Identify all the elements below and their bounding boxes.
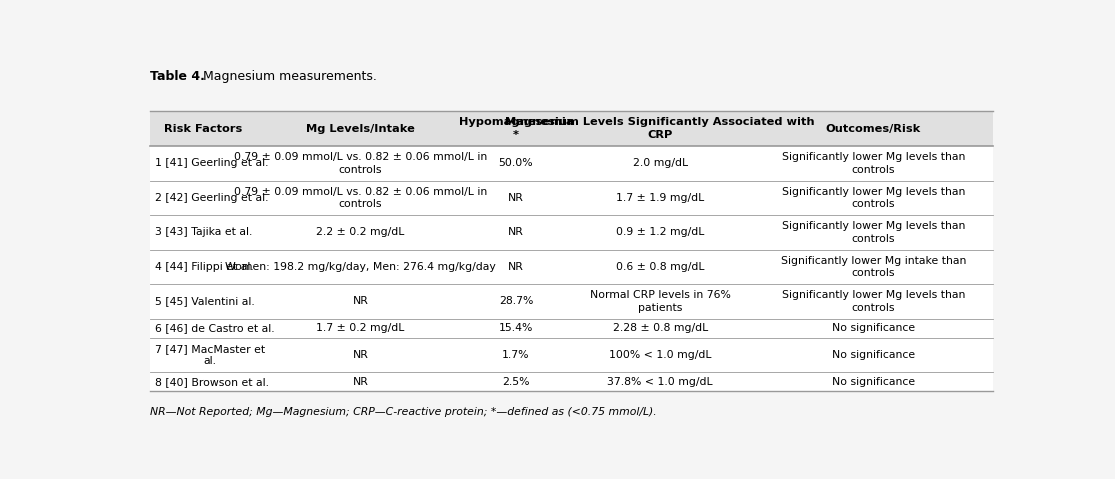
Bar bbox=[149, 111, 993, 384]
Text: 1.7%: 1.7% bbox=[502, 350, 530, 360]
Text: 4 [44] Filippi et al.: 4 [44] Filippi et al. bbox=[155, 262, 254, 272]
Bar bbox=[149, 215, 993, 250]
Text: Table 4.: Table 4. bbox=[149, 70, 205, 83]
Text: Women: 198.2 mg/kg/day, Men: 276.4 mg/kg/day: Women: 198.2 mg/kg/day, Men: 276.4 mg/kg… bbox=[225, 262, 496, 272]
Bar bbox=[149, 372, 993, 391]
Text: NR: NR bbox=[352, 297, 369, 307]
Bar bbox=[149, 181, 993, 215]
Text: 1 [41] Geerling et al.: 1 [41] Geerling et al. bbox=[155, 159, 269, 169]
Text: 50.0%: 50.0% bbox=[498, 159, 533, 169]
Text: 2.28 ± 0.8 mg/dL: 2.28 ± 0.8 mg/dL bbox=[612, 323, 708, 333]
Text: 8 [40] Browson et al.: 8 [40] Browson et al. bbox=[155, 376, 269, 387]
Text: 2 [42] Geerling et al.: 2 [42] Geerling et al. bbox=[155, 193, 269, 203]
Text: 37.8% < 1.0 mg/dL: 37.8% < 1.0 mg/dL bbox=[608, 376, 712, 387]
Bar bbox=[149, 319, 993, 338]
Text: Mg Levels/Intake: Mg Levels/Intake bbox=[307, 124, 415, 134]
Text: 7 [47] MacMaster et
al.: 7 [47] MacMaster et al. bbox=[155, 344, 265, 366]
Text: 0.79 ± 0.09 mmol/L vs. 0.82 ± 0.06 mmol/L in
controls: 0.79 ± 0.09 mmol/L vs. 0.82 ± 0.06 mmol/… bbox=[234, 187, 487, 209]
Text: Outcomes/Risk: Outcomes/Risk bbox=[825, 124, 921, 134]
Text: 0.6 ± 0.8 mg/dL: 0.6 ± 0.8 mg/dL bbox=[615, 262, 705, 272]
Text: Significantly lower Mg levels than
controls: Significantly lower Mg levels than contr… bbox=[782, 221, 964, 244]
Text: 3 [43] Tajika et al.: 3 [43] Tajika et al. bbox=[155, 228, 252, 238]
Text: 2.2 ± 0.2 mg/dL: 2.2 ± 0.2 mg/dL bbox=[317, 228, 405, 238]
Bar bbox=[149, 146, 993, 181]
Text: NR: NR bbox=[352, 376, 369, 387]
Text: Hypomagnesemia
*: Hypomagnesemia * bbox=[458, 117, 573, 140]
Text: NR—Not Reported; Mg—Magnesium; CRP—C-reactive protein; *—defined as (<0.75 mmol/: NR—Not Reported; Mg—Magnesium; CRP—C-rea… bbox=[149, 407, 657, 417]
Text: Significantly lower Mg intake than
controls: Significantly lower Mg intake than contr… bbox=[780, 256, 966, 278]
Bar bbox=[149, 338, 993, 372]
Text: 2.5%: 2.5% bbox=[502, 376, 530, 387]
Text: 100% < 1.0 mg/dL: 100% < 1.0 mg/dL bbox=[609, 350, 711, 360]
Bar bbox=[149, 284, 993, 319]
Text: NR: NR bbox=[508, 193, 524, 203]
Bar bbox=[149, 250, 993, 284]
Text: NR: NR bbox=[508, 228, 524, 238]
Text: No significance: No significance bbox=[832, 323, 914, 333]
Text: NR: NR bbox=[508, 262, 524, 272]
Text: Magnesium measurements.: Magnesium measurements. bbox=[198, 70, 377, 83]
Text: 15.4%: 15.4% bbox=[498, 323, 533, 333]
Text: 6 [46] de Castro et al.: 6 [46] de Castro et al. bbox=[155, 323, 274, 333]
Text: No significance: No significance bbox=[832, 376, 914, 387]
Text: 1.7 ± 0.2 mg/dL: 1.7 ± 0.2 mg/dL bbox=[317, 323, 405, 333]
Text: 28.7%: 28.7% bbox=[498, 297, 533, 307]
Text: Risk Factors: Risk Factors bbox=[164, 124, 242, 134]
Text: 5 [45] Valentini al.: 5 [45] Valentini al. bbox=[155, 297, 254, 307]
Text: Significantly lower Mg levels than
controls: Significantly lower Mg levels than contr… bbox=[782, 187, 964, 209]
Text: NR: NR bbox=[352, 350, 369, 360]
Text: 2.0 mg/dL: 2.0 mg/dL bbox=[632, 159, 688, 169]
Text: Significantly lower Mg levels than
controls: Significantly lower Mg levels than contr… bbox=[782, 290, 964, 313]
Text: Magnesium Levels Significantly Associated with
CRP: Magnesium Levels Significantly Associate… bbox=[505, 117, 815, 140]
Text: Significantly lower Mg levels than
controls: Significantly lower Mg levels than contr… bbox=[782, 152, 964, 175]
Text: 0.9 ± 1.2 mg/dL: 0.9 ± 1.2 mg/dL bbox=[615, 228, 705, 238]
Bar bbox=[149, 111, 993, 146]
Text: Normal CRP levels in 76%
patients: Normal CRP levels in 76% patients bbox=[590, 290, 730, 313]
Text: 1.7 ± 1.9 mg/dL: 1.7 ± 1.9 mg/dL bbox=[617, 193, 705, 203]
Text: 0.79 ± 0.09 mmol/L vs. 0.82 ± 0.06 mmol/L in
controls: 0.79 ± 0.09 mmol/L vs. 0.82 ± 0.06 mmol/… bbox=[234, 152, 487, 175]
Text: No significance: No significance bbox=[832, 350, 914, 360]
